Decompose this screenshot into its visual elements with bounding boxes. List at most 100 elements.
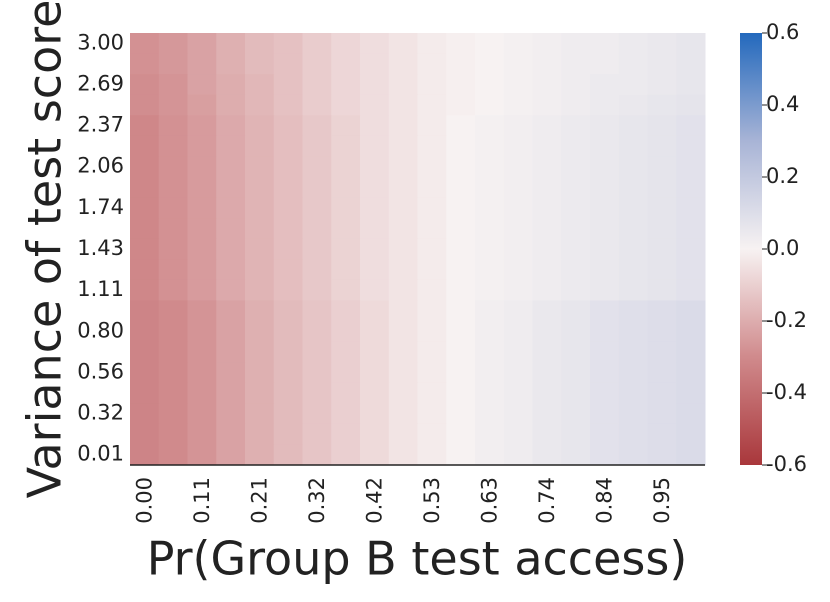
heatmap-cell: [417, 197, 447, 219]
heatmap-cell: [130, 218, 160, 240]
heatmap-cell: [475, 135, 505, 157]
heatmap-cell: [216, 94, 246, 116]
heatmap-cell: [417, 321, 447, 343]
heatmap-cell: [647, 115, 677, 137]
heatmap-cell: [302, 53, 332, 75]
heatmap-cell: [388, 238, 418, 260]
heatmap-cell: [618, 444, 648, 466]
heatmap-cell: [417, 300, 447, 322]
heatmap-cell: [216, 279, 246, 301]
heatmap-cell: [475, 156, 505, 178]
heatmap-cell: [446, 53, 476, 75]
heatmap-cell: [158, 33, 188, 55]
heatmap-cell: [331, 259, 361, 281]
heatmap-cell: [446, 74, 476, 96]
heatmap-cell: [647, 259, 677, 281]
heatmap-cell: [360, 218, 390, 240]
heatmap-cell: [331, 218, 361, 240]
x-tick-label: 0.53: [420, 477, 444, 524]
heatmap-cell: [273, 156, 303, 178]
heatmap-cell: [647, 74, 677, 96]
heatmap-cell: [130, 115, 160, 137]
heatmap-cell: [446, 259, 476, 281]
heatmap-cell: [302, 33, 332, 55]
heatmap-cell: [590, 135, 620, 157]
heatmap-cell: [532, 53, 562, 75]
heatmap-cell: [503, 115, 533, 137]
heatmap-cell: [388, 300, 418, 322]
heatmap-cell: [475, 115, 505, 137]
heatmap-cell: [360, 53, 390, 75]
x-tick-label: 0.00: [132, 477, 156, 524]
heatmap-cell: [561, 177, 591, 199]
heatmap-cell: [216, 362, 246, 384]
heatmap-cell: [417, 362, 447, 384]
heatmap-cell: [302, 362, 332, 384]
heatmap-cell: [360, 197, 390, 219]
heatmap-cell: [561, 135, 591, 157]
heatmap-cell: [273, 362, 303, 384]
y-tick-label: 0.56: [77, 359, 124, 383]
heatmap-cell: [273, 341, 303, 363]
heatmap-cell: [503, 156, 533, 178]
heatmap-cell: [561, 423, 591, 445]
heatmap-cell: [590, 279, 620, 301]
y-tick-label: 1.74: [77, 195, 124, 219]
heatmap-cell: [302, 135, 332, 157]
heatmap-cell: [388, 259, 418, 281]
heatmap-cell: [360, 423, 390, 445]
heatmap-cell: [446, 33, 476, 55]
heatmap-cell: [331, 156, 361, 178]
heatmap-cell: [273, 423, 303, 445]
heatmap-cell: [618, 403, 648, 425]
heatmap-cell: [245, 156, 275, 178]
heatmap-cell: [302, 444, 332, 466]
heatmap-cell: [331, 197, 361, 219]
heatmap-cell: [187, 444, 217, 466]
heatmap-cell: [561, 156, 591, 178]
heatmap-cell: [590, 423, 620, 445]
heatmap-cell: [676, 218, 706, 240]
heatmap-cell: [331, 94, 361, 116]
heatmap-cell: [676, 382, 706, 404]
heatmap-cell: [158, 177, 188, 199]
heatmap-cell: [532, 115, 562, 137]
heatmap-cell: [618, 259, 648, 281]
heatmap-cell: [618, 238, 648, 260]
heatmap-cell: [388, 341, 418, 363]
heatmap-cell: [618, 135, 648, 157]
heatmap-cell: [590, 382, 620, 404]
heatmap-cell: [475, 279, 505, 301]
heatmap-cell: [187, 362, 217, 384]
heatmap-cell: [331, 74, 361, 96]
heatmap-cell: [561, 382, 591, 404]
heatmap-cell: [676, 177, 706, 199]
heatmap-cell: [360, 115, 390, 137]
heatmap-cell: [561, 279, 591, 301]
heatmap-cell: [388, 156, 418, 178]
heatmap-cell: [532, 197, 562, 219]
heatmap-cell: [503, 238, 533, 260]
heatmap-cell: [446, 321, 476, 343]
heatmap-cell: [216, 238, 246, 260]
heatmap-cell: [561, 300, 591, 322]
heatmap-cell: [187, 238, 217, 260]
heatmap-cell: [417, 259, 447, 281]
heatmap-cell: [388, 53, 418, 75]
heatmap-cell: [475, 423, 505, 445]
heatmap-cell: [647, 135, 677, 157]
heatmap-cell: [647, 321, 677, 343]
heatmap-cell: [216, 382, 246, 404]
heatmap-cell: [273, 444, 303, 466]
heatmap-cell: [503, 53, 533, 75]
heatmap-cell: [245, 177, 275, 199]
heatmap-cell: [618, 156, 648, 178]
x-tick-label: 0.42: [362, 477, 386, 524]
heatmap-cell: [360, 341, 390, 363]
heatmap-cell: [561, 33, 591, 55]
x-tick-label: 0.84: [592, 477, 616, 524]
heatmap-cell: [187, 341, 217, 363]
heatmap-cell: [245, 382, 275, 404]
y-tick-label: 1.43: [77, 236, 124, 260]
heatmap-cell: [360, 279, 390, 301]
